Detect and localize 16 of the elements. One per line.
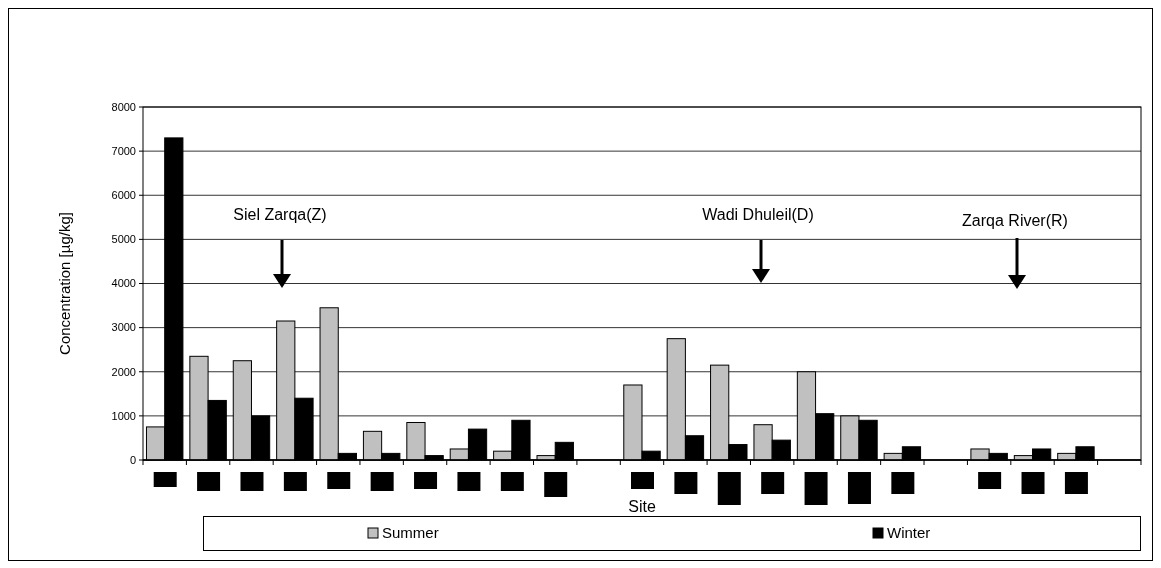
y-tick-label: 6000	[111, 189, 136, 202]
y-tick-label: 3000	[111, 321, 136, 334]
y-axis-title: Concentration [µg/kg]	[56, 212, 73, 355]
y-tick-label: 7000	[111, 144, 136, 157]
legend-label: Winter	[887, 523, 931, 541]
annotation: Zarqa River(R)	[962, 212, 1068, 229]
x-axis-title: Site	[628, 498, 656, 515]
legend-label: Summer	[382, 523, 439, 541]
y-tick-label: 1000	[111, 409, 136, 422]
annotation: Wadi Dhuleil(D)	[702, 206, 814, 223]
annotation: Siel Zarqa(Z)	[233, 206, 327, 223]
y-tick-label: 2000	[111, 365, 136, 378]
y-tick-label: 0	[129, 453, 136, 466]
y-tick-label: 5000	[111, 233, 136, 246]
y-tick-label: 8000	[111, 100, 136, 113]
y-tick-label: 4000	[111, 277, 136, 290]
